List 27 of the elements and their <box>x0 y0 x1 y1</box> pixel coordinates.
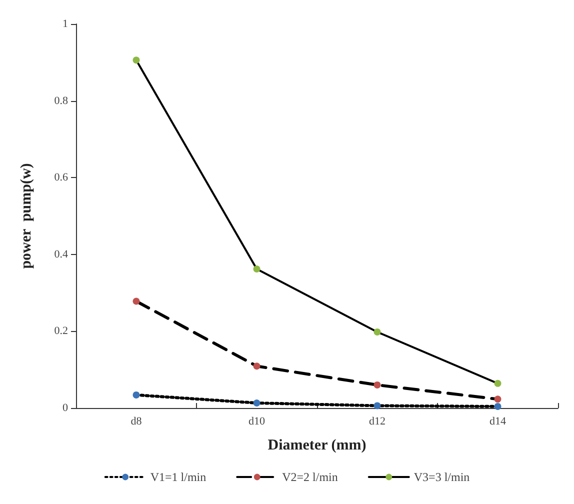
point <box>494 402 502 410</box>
legend-label: V1=1 l/min <box>150 470 206 484</box>
point <box>374 381 381 388</box>
point <box>494 396 502 403</box>
point <box>253 265 260 272</box>
x-tick-label: d14 <box>490 416 506 428</box>
x-tick-label: d10 <box>248 416 266 428</box>
point <box>494 380 502 387</box>
x-axis-title: Diameter (mm) <box>268 438 366 454</box>
point <box>132 391 140 398</box>
y-tick-label: 0.8 <box>54 94 68 107</box>
point <box>132 56 140 64</box>
point <box>374 328 381 336</box>
point <box>132 298 140 305</box>
point <box>253 362 260 370</box>
y-tick-label: 0.6 <box>54 172 68 184</box>
y-axis-title: power pump(w) <box>18 163 34 269</box>
x-tick-label: d8 <box>130 416 142 428</box>
x-tick-label: d12 <box>369 416 386 428</box>
y-tick-label: 1 <box>62 18 68 30</box>
point <box>253 400 260 407</box>
y-tick-label: 0.2 <box>54 325 68 338</box>
point <box>374 402 381 410</box>
legend-label: V3=3 l/min <box>414 470 470 484</box>
y-tick-label: 0.4 <box>54 248 68 260</box>
y-tick-label: 0 <box>62 402 68 414</box>
legend-label: V2=2 l/min <box>282 470 338 484</box>
